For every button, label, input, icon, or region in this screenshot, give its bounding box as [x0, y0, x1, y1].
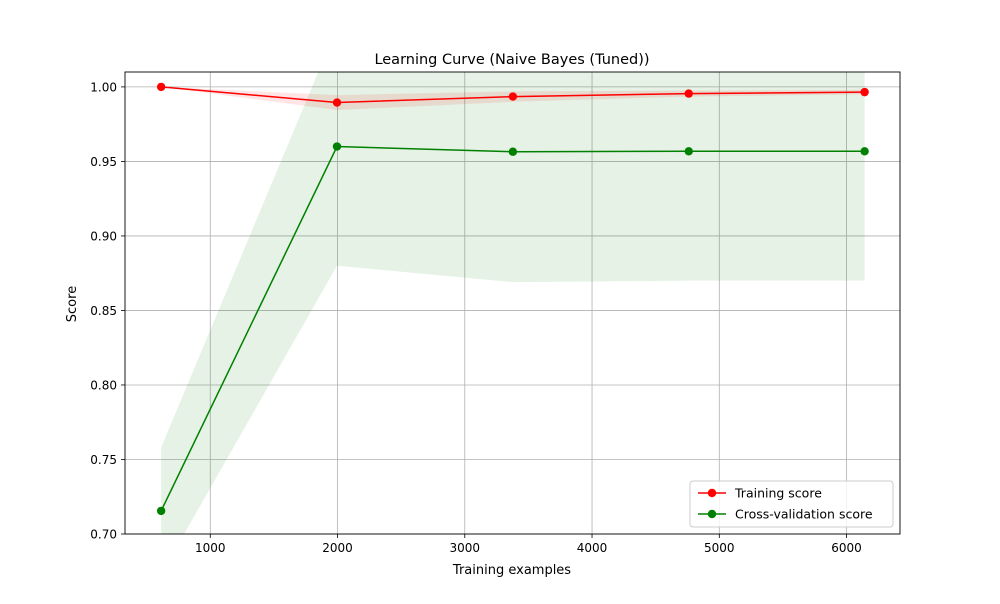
- legend-training-marker: [707, 488, 717, 498]
- training-score-point: [684, 89, 693, 98]
- cv-score-band: [161, 72, 865, 534]
- x-tick-label: 1000: [195, 541, 226, 555]
- y-tick-label: 1.00: [90, 80, 117, 94]
- legend-training-label: Training score: [734, 486, 822, 501]
- x-axis-ticks: 1000 2000 3000 4000 5000 6000: [195, 534, 862, 555]
- training-score-point: [508, 92, 518, 101]
- x-tick-label: 5000: [704, 541, 735, 555]
- x-tick-label: 6000: [831, 541, 862, 555]
- y-tick-label: 0.70: [90, 528, 117, 542]
- y-tick-label: 0.90: [90, 229, 117, 243]
- x-axis-label: Training examples: [452, 563, 571, 578]
- x-tick-label: 4000: [577, 541, 608, 555]
- training-score-point: [332, 98, 342, 107]
- cv-score-point: [860, 147, 869, 156]
- x-tick-label: 2000: [322, 541, 353, 555]
- training-score-point: [860, 87, 869, 97]
- cv-score-point: [332, 142, 342, 151]
- y-axis-label: Score: [65, 286, 80, 322]
- legend-cv-label: Cross-validation score: [735, 507, 873, 522]
- cv-score-point: [508, 147, 518, 156]
- x-tick-label: 3000: [450, 541, 481, 555]
- cv-score-point: [684, 147, 693, 156]
- training-score-point: [156, 82, 166, 92]
- y-tick-label: 0.80: [90, 378, 117, 392]
- plot-frame: [124, 71, 901, 535]
- y-axis-ticks: 0.70 0.75 0.80 0.85 0.90 0.95 1.00: [90, 80, 125, 542]
- legend-box: [689, 480, 894, 528]
- cv-score-point: [156, 506, 166, 516]
- legend: Training score Cross-validation score: [689, 480, 894, 528]
- series-lines: [156, 82, 869, 516]
- y-tick-label: 0.85: [90, 304, 117, 318]
- y-tick-label: 0.95: [90, 155, 117, 169]
- grid-lines: [125, 72, 900, 535]
- y-tick-label: 0.75: [90, 453, 117, 467]
- chart-title: Learning Curve (Naive Bayes (Tuned)): [374, 52, 649, 68]
- legend-cv-marker: [707, 509, 717, 519]
